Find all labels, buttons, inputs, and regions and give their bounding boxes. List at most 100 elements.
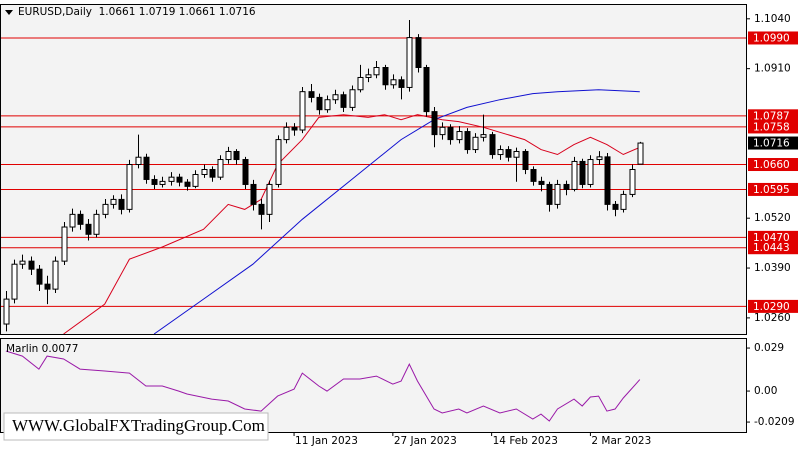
candle-body (192, 173, 199, 187)
candle-body (546, 183, 553, 205)
level-label: 1.0990 (753, 32, 790, 44)
y-tick-label: 1.0910 (754, 63, 791, 75)
candle-body (357, 76, 364, 91)
x-tick-label: 11 Jan 2023 (295, 435, 358, 447)
y-tick-label: 0.029 (754, 342, 784, 354)
candle-body (258, 203, 265, 215)
candle-body (44, 283, 51, 290)
y-tick-label: 1.1040 (754, 13, 791, 25)
x-tick-label: 2 Mar 2023 (591, 435, 651, 447)
oscillator-layer: 0.029 0.00 -0.0209 (5, 342, 795, 428)
level-label-box (748, 120, 798, 134)
candle-body (522, 150, 529, 171)
candle-body (110, 198, 117, 205)
level-label: 1.0787 (753, 110, 790, 122)
candle-body (398, 79, 405, 88)
x-tick-label: 14 Feb 2023 (493, 435, 558, 447)
candle-body (373, 67, 380, 76)
price-label-box (748, 136, 798, 150)
candle-body (52, 260, 59, 290)
plot-area (1, 19, 746, 334)
candle-body (143, 156, 150, 180)
level-label-box (748, 299, 798, 313)
level-label-box (748, 31, 798, 45)
candle-body (151, 178, 158, 185)
candle-body (431, 111, 438, 136)
candle-body (340, 94, 347, 108)
candle-body (250, 183, 257, 205)
candle-body (554, 183, 561, 205)
candle-body (233, 150, 240, 161)
candle-body (266, 183, 273, 215)
level-label: 1.0758 (753, 121, 790, 133)
menu-triangle[interactable] (5, 10, 13, 15)
candle-body (596, 156, 603, 161)
candle-body (497, 149, 504, 156)
candle-body (61, 226, 68, 262)
candle-body (563, 183, 570, 190)
candle-body (423, 67, 430, 113)
y-tick-label: 1.0520 (754, 212, 791, 224)
level-label: 1.0290 (753, 301, 790, 313)
candle-body (415, 37, 422, 69)
candle-body (242, 159, 249, 185)
candle-body (159, 180, 166, 185)
main-panel (0, 4, 747, 335)
candle-body (390, 79, 397, 86)
chart-header: EURUSD,Daily 1.0661 1.0719 1.0661 1.0716 (18, 6, 256, 18)
candle-body (571, 160, 578, 190)
candle-body (11, 263, 18, 300)
candle-body (349, 89, 356, 108)
main-layer: 1.1040 1.0910 1.0520 1.0390 1.0260 11 Jan 202… (1, 13, 798, 447)
candle-body (406, 37, 413, 88)
y-tick-label: 1.0390 (754, 262, 791, 274)
candle-body (168, 176, 175, 182)
candle-body (365, 74, 372, 78)
level-label: 1.0443 (753, 242, 790, 254)
level-label: 1.0595 (753, 184, 790, 196)
candle-body (85, 223, 92, 235)
candle-body (480, 134, 487, 138)
level-label-box (748, 241, 798, 255)
candle-body (489, 134, 496, 156)
candle-body (382, 67, 389, 86)
candle-body (176, 176, 183, 183)
y-tick-label: 1.0260 (754, 312, 791, 324)
oscillator-line (5, 350, 641, 422)
candle-body (28, 260, 35, 270)
candle-body (69, 213, 76, 228)
candle-body (135, 156, 142, 166)
candle-body (447, 126, 454, 141)
candle-body (217, 159, 224, 178)
candle-body (19, 260, 26, 265)
candle-body (209, 169, 216, 178)
candle-body (629, 169, 636, 195)
level-label: 1.0660 (753, 159, 790, 171)
candle-body (102, 203, 109, 215)
candle-body (93, 213, 100, 235)
watermark: WWW.GlobalFXTradingGroup.Com (12, 416, 265, 435)
candle-body (538, 180, 545, 185)
level-label-box (748, 158, 798, 172)
candle-body (579, 160, 586, 185)
level-label-box (748, 230, 798, 244)
level-label: 1.0470 (753, 232, 790, 244)
candle-body (505, 149, 512, 158)
candle-body (324, 99, 331, 111)
candle-body (184, 181, 191, 187)
level-label-box (748, 182, 798, 196)
candle-body (604, 156, 611, 205)
candle-body (620, 193, 627, 210)
candle-body (291, 126, 298, 131)
price-label: 1.0716 (753, 138, 790, 150)
y-tick-label: -0.0209 (754, 416, 795, 428)
candle-body (587, 159, 594, 185)
moving-average (63, 114, 640, 334)
x-tick-label: 27 Jan 2023 (394, 435, 457, 447)
candle-body (3, 298, 10, 325)
level-label-box (748, 109, 798, 123)
y-tick-label: 0.00 (754, 385, 777, 397)
candle-body (332, 94, 339, 101)
candle-body (275, 139, 282, 185)
